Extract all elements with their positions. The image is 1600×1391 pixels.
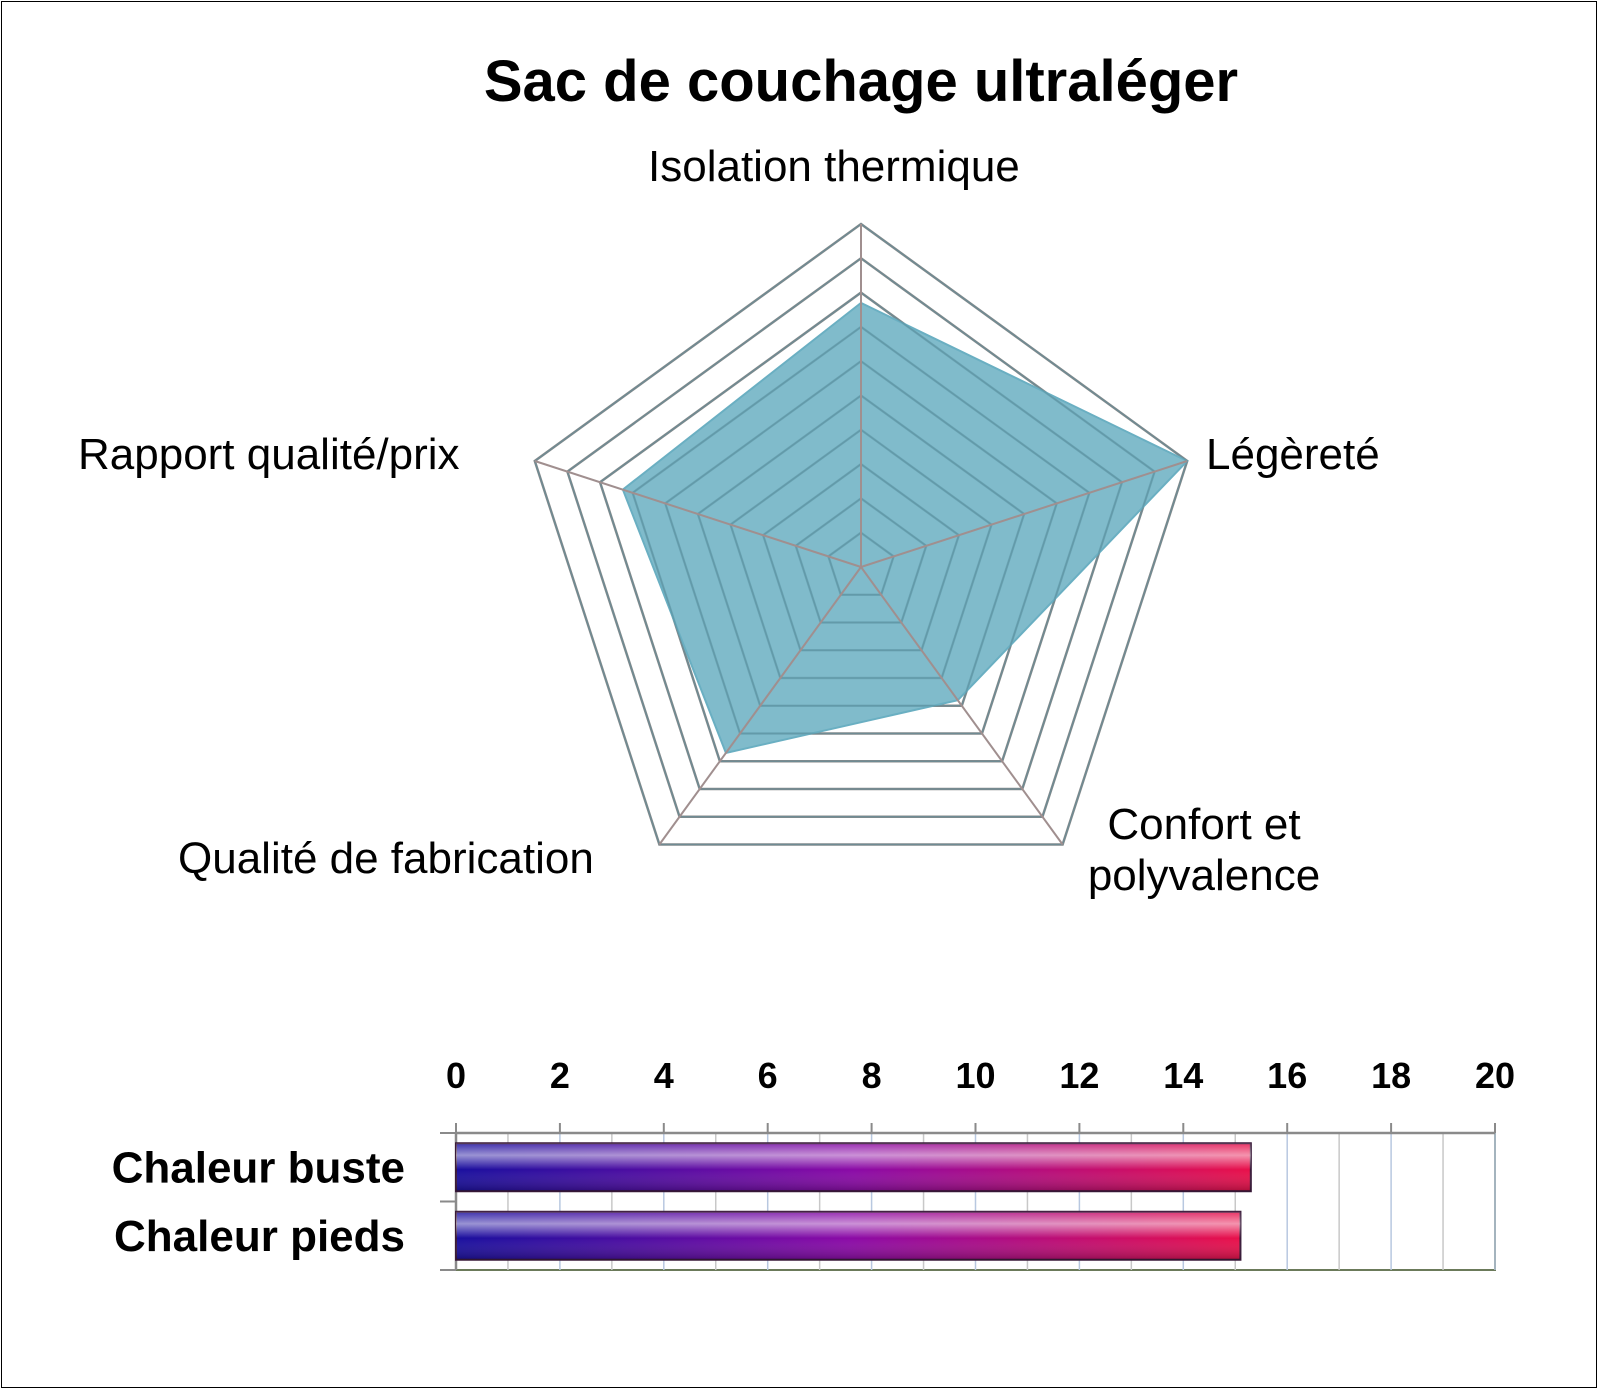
radar-axis-label-qualite: Qualité de fabrication	[178, 834, 594, 883]
bar-x-tick-label: 10	[955, 1055, 995, 1096]
radar-grid-ring-overlay	[762, 463, 960, 651]
bar-category-label: Chaleur pieds	[114, 1212, 405, 1261]
radar-spokes	[534, 224, 1188, 846]
radar-series-area	[621, 301, 1189, 755]
radar-spoke	[860, 460, 1188, 568]
bar-highlight	[456, 1143, 1251, 1192]
bar-category-labels: Chaleur buste Chaleur pieds	[112, 1143, 405, 1261]
bar-x-tick-label: 0	[446, 1055, 466, 1096]
bar-x-tick-label: 8	[862, 1055, 882, 1096]
radar-series	[533, 223, 1189, 846]
radar-grid-ring-overlay	[664, 360, 1058, 735]
bar-series	[455, 1142, 1252, 1261]
bar-x-tick-label: 2	[550, 1055, 570, 1096]
bar-highlight	[456, 1211, 1241, 1260]
chart-title: Sac de couchage ultraléger	[483, 49, 1239, 114]
radar-grid-ring-overlay	[599, 291, 1123, 790]
radar-axis-label-rapport: Rapport qualité/prix	[78, 430, 460, 479]
radar-grid-ring-overlay	[827, 531, 895, 596]
bar-x-tick-label: 12	[1059, 1055, 1099, 1096]
radar-axis-label-isolation: Isolation thermique	[648, 142, 1020, 191]
bar-x-tick-label: 4	[654, 1055, 674, 1096]
radar-grid-ring-overlay	[533, 223, 1189, 846]
radar-grid-ring-overlay	[794, 497, 928, 624]
radar-spoke	[534, 460, 862, 568]
bar-x-tick-label: 18	[1371, 1055, 1411, 1096]
radar-spoke	[658, 566, 862, 846]
radar-spoke	[860, 566, 1064, 846]
radar-grid-ring-overlay	[566, 257, 1156, 818]
radar-axis-label-confort: Confort et polyvalence	[1087, 800, 1321, 900]
radar-grid-ring-overlay	[729, 428, 993, 679]
radar-grid-ring-overlay	[697, 394, 1025, 707]
bar-x-tick-label: 6	[758, 1055, 778, 1096]
bar-category-label: Chaleur buste	[112, 1143, 405, 1192]
bar-x-tick-label: 14	[1163, 1055, 1203, 1096]
bar-x-tick-label: 20	[1475, 1055, 1515, 1096]
bar-x-tick-label: 16	[1267, 1055, 1307, 1096]
radar-grid-ring-overlay	[631, 325, 1091, 762]
radar-axis-label-legerete: Légèreté	[1206, 430, 1380, 479]
bar-tick-labels: 0 2 4 6 8 10 12 14 16 18 20	[446, 1055, 1515, 1096]
